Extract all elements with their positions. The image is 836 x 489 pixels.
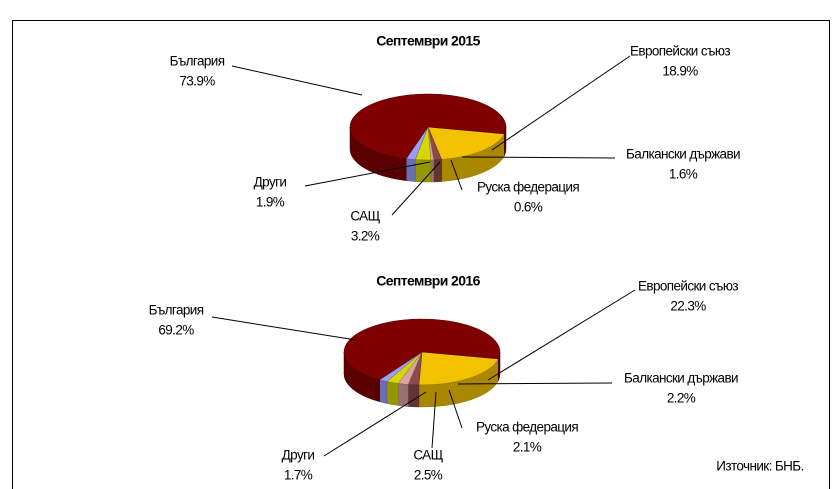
pie-slice-side <box>386 381 399 406</box>
leader-line <box>448 389 463 429</box>
leader-line <box>391 161 441 216</box>
slice-label: САЩ <box>413 448 443 463</box>
leader-line <box>457 382 613 385</box>
slice-value-label: 1.7% <box>284 468 313 483</box>
slice-label: САЩ <box>350 209 380 224</box>
pie-slice-side <box>405 158 416 182</box>
pie-slice <box>418 351 499 386</box>
leader-line <box>431 391 437 449</box>
source-note: Източник: БНБ. <box>716 459 803 474</box>
slice-label: България <box>170 54 225 69</box>
slice-label: Балкански държави <box>624 371 738 386</box>
slice-value-label: 1.9% <box>256 195 285 210</box>
pie-slice-side <box>397 383 409 407</box>
slice-value-label: 1.6% <box>669 167 698 182</box>
slice-value-label: 73.9% <box>179 74 215 89</box>
pie-slice <box>343 318 501 380</box>
slice-value-label: 22.3% <box>670 299 706 314</box>
slice-label: Европейски съюз <box>638 279 738 294</box>
slice-label: България <box>149 303 204 318</box>
slice-label: Руска федерация <box>476 420 578 435</box>
leader-line <box>491 55 631 151</box>
slice-value-label: 18.9% <box>662 64 698 79</box>
slice-value-label: 2.1% <box>513 440 542 455</box>
slice-value-label: 69.2% <box>158 323 194 338</box>
leader-line <box>231 65 363 96</box>
leader-line <box>450 159 463 191</box>
leader-line <box>304 161 431 187</box>
pie-slice-side <box>433 159 442 183</box>
pie-slice-side <box>407 384 420 408</box>
slice-value-label: 2.2% <box>667 391 696 406</box>
pie-slice-side <box>379 379 388 404</box>
slice-label: Други <box>282 448 315 463</box>
leader-line <box>461 156 616 159</box>
leader-line <box>211 316 357 341</box>
slice-value-label: 3.2% <box>351 229 380 244</box>
leader-line <box>323 391 427 457</box>
leader-line <box>487 289 636 381</box>
slice-value-label: 2.5% <box>414 468 443 483</box>
slice-value-label: 0.6% <box>514 200 543 215</box>
chart-title: Септември 2016 <box>376 273 480 289</box>
pie-slice <box>349 93 507 159</box>
chart-title: Септември 2015 <box>376 33 480 49</box>
slice-label: Други <box>254 175 287 190</box>
frame <box>12 20 830 489</box>
pie-slice <box>427 126 505 160</box>
slice-label: Руска федерация <box>477 180 579 195</box>
slice-label: Европейски съюз <box>630 44 730 59</box>
slice-label: Балкански държави <box>626 147 740 162</box>
